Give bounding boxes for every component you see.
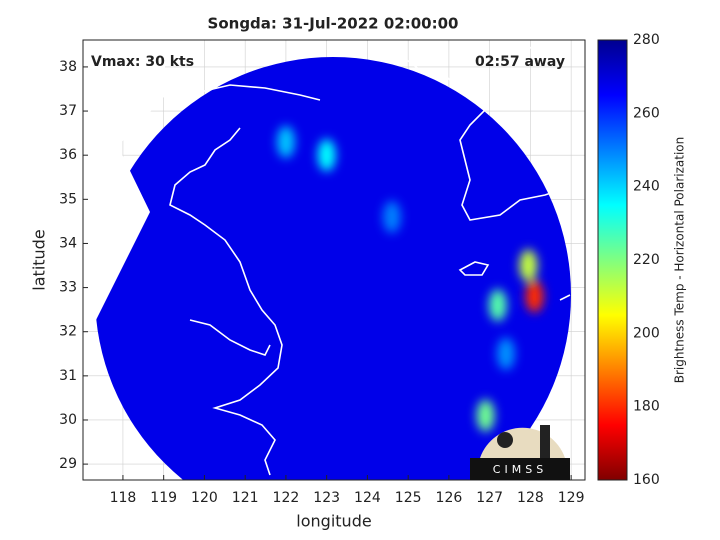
x-tick-label: 122 [273,490,300,506]
y-tick-label: 29 [59,456,77,472]
colorbar-tick-label: 220 [633,252,660,268]
x-tick-label: 127 [476,490,503,506]
colorbar-tick-label: 260 [633,105,660,121]
x-tick-label: 121 [232,490,259,506]
y-tick-label: 34 [59,235,77,251]
y-tick-label: 30 [59,412,77,428]
temp-spot [476,399,495,432]
y-tick-label: 36 [59,147,77,163]
temp-spot [519,249,538,282]
x-tick-label: 123 [313,490,340,506]
y-tick-label: 31 [59,368,77,384]
temp-spot [276,125,295,158]
temp-spot [382,200,401,233]
colorbar-tick-label: 160 [633,472,660,488]
temp-spot [488,289,507,322]
x-tick-label: 120 [191,490,218,506]
temp-spot [317,139,336,172]
logo-text: CIMSS [493,463,547,476]
temp-spot [496,337,515,370]
colorbar-tick-label: 200 [633,325,660,341]
colorbar-tick-label: 280 [633,32,660,48]
temp-spot [525,280,544,313]
x-axis-label: longitude [296,512,371,531]
logo: CIMSS [470,425,570,480]
x-tick-label: 129 [558,490,585,506]
annotation: Vmax: 30 kts [91,54,194,70]
x-tick-label: 119 [150,490,177,506]
plot-frame [82,39,586,481]
coastline [164,40,571,476]
swath-edge [83,40,165,322]
colorbar-tick-label: 240 [633,179,660,195]
y-tick-label: 32 [59,324,77,340]
y-tick-label: 33 [59,280,77,296]
chart-title: Songda: 31-Jul-2022 02:00:00 [208,15,459,33]
x-tick-label: 126 [436,490,463,506]
x-tick-label: 125 [395,490,422,506]
x-tick-label: 128 [517,490,544,506]
colorbar-label: Brightness Temp - Horizontal Polarizatio… [673,137,687,384]
y-axis-label: latitude [30,229,49,290]
annotation: 02:57 away [475,54,565,70]
x-tick-label: 118 [110,490,137,506]
y-tick-label: 35 [59,191,77,207]
y-tick-label: 37 [59,103,77,119]
x-tick-label: 124 [354,490,381,506]
colorbar [597,39,628,481]
colorbar-tick-label: 180 [633,399,660,415]
y-tick-label: 38 [59,59,77,75]
